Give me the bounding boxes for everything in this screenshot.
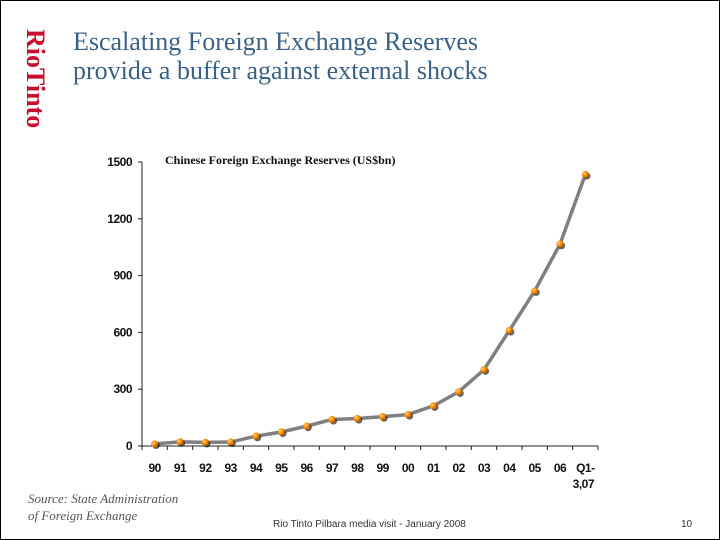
data-point	[429, 402, 437, 410]
x-tick-label: 96	[300, 461, 313, 475]
x-tick-label: 05	[528, 461, 541, 475]
y-tick-label: 0	[126, 439, 133, 453]
x-tick-label: Q1-3,07	[573, 461, 595, 491]
x-tick-label: 97	[326, 461, 339, 475]
y-tick-label: 900	[113, 269, 132, 283]
data-point	[303, 422, 311, 430]
chart-title: Chinese Foreign Exchange Reserves (US$bn…	[165, 153, 395, 167]
data-point	[556, 240, 564, 248]
source-note-line-1: Source: State Administration	[28, 491, 179, 506]
x-tick-label: 98	[351, 461, 364, 475]
x-tick-label: 95	[275, 461, 288, 475]
x-tick-label: 99	[376, 461, 389, 475]
data-point	[227, 438, 235, 446]
x-tick-label: 06	[554, 461, 567, 475]
data-point	[176, 438, 184, 446]
data-point	[353, 414, 361, 423]
data-point	[379, 413, 387, 421]
data-point	[505, 326, 513, 335]
y-tick-label: 1500	[107, 155, 133, 169]
y-tick-label: 300	[113, 382, 132, 396]
series-line	[154, 173, 587, 446]
logo-text: RioTinto	[21, 29, 50, 128]
x-tick-label: 93	[224, 461, 237, 475]
data-point	[252, 432, 260, 440]
y-tick-label: 1200	[107, 212, 133, 226]
x-tick-label: 03	[478, 461, 491, 475]
x-tick-label: 01	[427, 461, 440, 475]
data-point	[455, 388, 463, 396]
data-point	[277, 428, 285, 436]
x-tick-label: 92	[199, 461, 212, 475]
data-point	[581, 170, 589, 179]
x-tick-label: 90	[148, 461, 161, 475]
x-tick-label: 00	[402, 461, 415, 475]
data-point	[531, 287, 539, 295]
data-point	[480, 366, 488, 374]
slide-title-line-2: provide a buffer against external shocks	[73, 56, 488, 85]
page-number: 10	[681, 519, 693, 530]
source-note-line-2: of Foreign Exchange	[28, 508, 138, 523]
x-tick-label: 04	[503, 461, 516, 475]
data-point	[201, 438, 209, 447]
y-tick-label: 600	[113, 325, 132, 339]
x-tick-label: 91	[174, 461, 187, 475]
data-point	[328, 415, 336, 424]
data-point	[404, 410, 412, 419]
data-point	[151, 440, 159, 448]
x-tick-label: 02	[452, 461, 465, 475]
slide-footer: Rio Tinto Pilbara media visit - January …	[273, 519, 466, 530]
x-tick-label: 94	[250, 461, 263, 475]
rio-tinto-logo: RioTinto	[21, 29, 50, 128]
slide-title-line-1: Escalating Foreign Exchange Reserves	[73, 27, 479, 56]
